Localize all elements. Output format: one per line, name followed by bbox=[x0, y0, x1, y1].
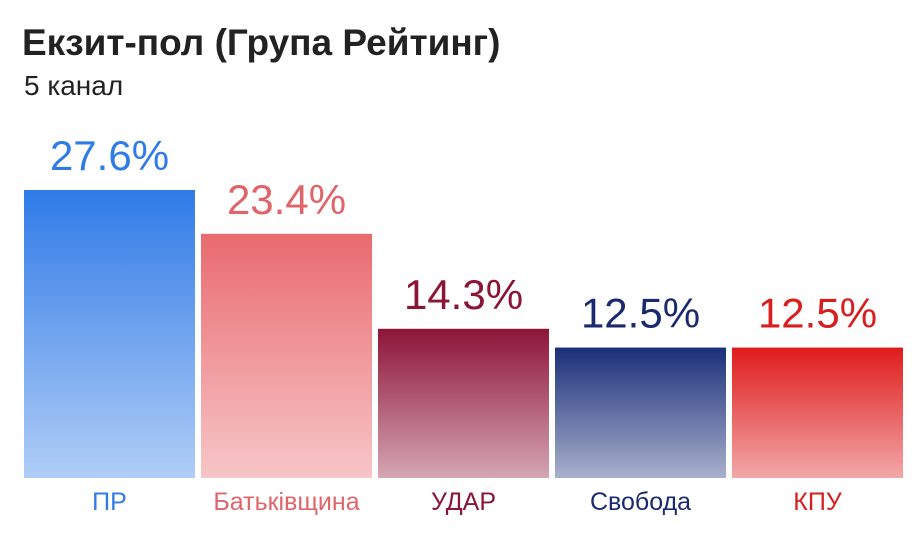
value-label-2: 14.3% bbox=[404, 271, 523, 318]
category-label-3: Свобода bbox=[590, 488, 691, 516]
value-label-3: 12.5% bbox=[581, 290, 700, 337]
chart-subtitle: 5 канал bbox=[24, 70, 124, 101]
bar-0 bbox=[24, 190, 195, 478]
value-label-1: 23.4% bbox=[227, 176, 346, 223]
category-label-2: УДАР bbox=[431, 488, 496, 516]
chart-title: Екзит-пол (Група Рейтинг) bbox=[22, 22, 501, 63]
value-label-4: 12.5% bbox=[758, 290, 877, 337]
category-label-1: Батьківщина bbox=[213, 488, 359, 516]
category-label-4: КПУ bbox=[793, 488, 842, 516]
bar-1 bbox=[201, 233, 372, 478]
bar-4 bbox=[732, 347, 903, 478]
value-label-0: 27.6% bbox=[50, 132, 169, 179]
category-label-0: ПР bbox=[92, 488, 127, 516]
bar-2 bbox=[378, 328, 549, 478]
bar-3 bbox=[555, 347, 726, 478]
